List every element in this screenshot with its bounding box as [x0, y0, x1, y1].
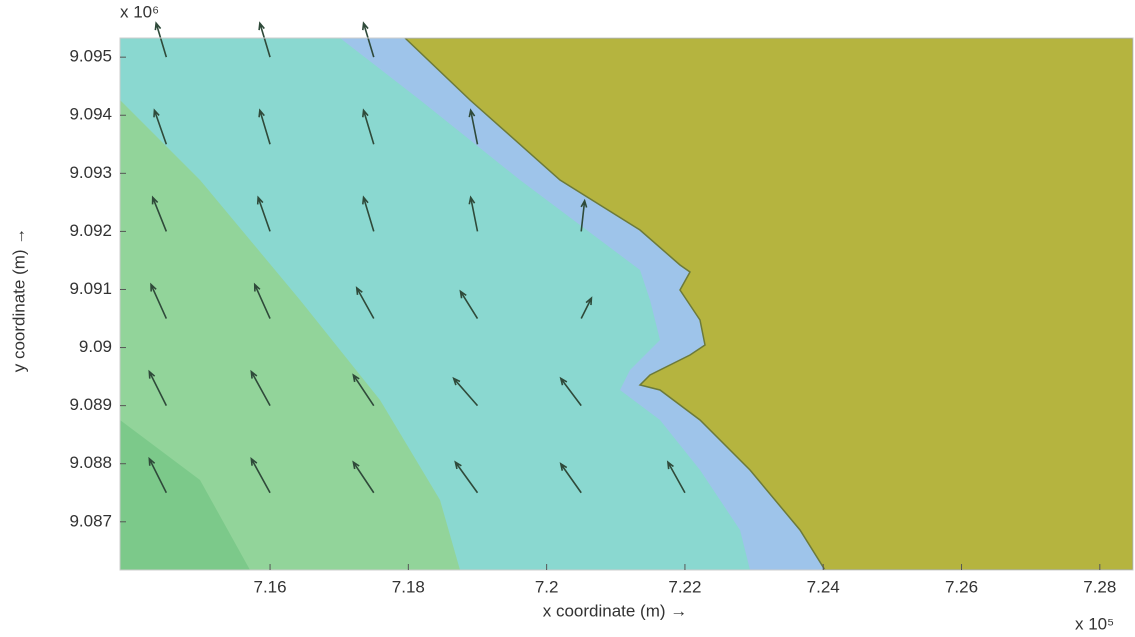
arrow — [153, 108, 168, 145]
land — [403, 38, 1133, 570]
arrow — [154, 21, 168, 58]
x-tick-label: 7.28 — [1083, 577, 1116, 596]
y-tick-label: 9.093 — [69, 163, 112, 182]
y-tick-label: 9.089 — [69, 395, 112, 414]
y-tick-label: 9.092 — [69, 221, 112, 240]
arrow — [250, 369, 271, 407]
y-tick-label: 9.088 — [69, 453, 112, 472]
x-tick-label: 7.18 — [392, 577, 425, 596]
arrow — [559, 376, 582, 407]
x-tick-label: 7.22 — [668, 577, 701, 596]
arrow — [362, 21, 375, 58]
x-tick-label: 7.24 — [807, 577, 840, 596]
y-tick-label: 9.09 — [79, 337, 112, 356]
x-multiplier: x 10⁵ — [1075, 614, 1114, 633]
contour-field — [120, 38, 1133, 570]
y-tick-label: 9.091 — [69, 279, 112, 298]
arrow — [468, 195, 479, 232]
arrow — [355, 286, 375, 319]
arrow — [580, 198, 588, 232]
arrow — [150, 282, 168, 319]
arrow — [258, 21, 271, 58]
arrow — [148, 456, 168, 494]
arrow — [250, 456, 271, 494]
arrow — [253, 282, 271, 319]
arrow — [452, 376, 479, 407]
y-tick-label: 9.087 — [69, 511, 112, 530]
arrow — [666, 460, 686, 494]
shore-band — [120, 420, 250, 570]
arrow — [580, 296, 593, 319]
y-tick-label: 9.095 — [69, 47, 112, 66]
arrow — [352, 373, 375, 407]
arrow — [352, 460, 375, 494]
arrow — [148, 369, 168, 406]
arrow — [468, 108, 479, 145]
shallow-band — [120, 100, 460, 570]
arrow — [256, 195, 271, 232]
arrow — [151, 195, 168, 232]
arrow — [362, 108, 375, 145]
x-tick-label: 7.26 — [945, 577, 978, 596]
x-tick-label: 7.2 — [535, 577, 559, 596]
arrow — [559, 462, 582, 494]
arrow — [362, 195, 375, 232]
y-tick-label: 9.094 — [69, 105, 112, 124]
y-multiplier: x 10⁶ — [120, 2, 159, 21]
arrow — [459, 289, 479, 319]
plot-frame — [119, 37, 1134, 571]
arrow — [258, 108, 271, 145]
x-tick-label: 7.16 — [254, 577, 287, 596]
y-axis-label: y coordinate (m) → — [9, 228, 28, 373]
x-axis-label: x coordinate (m) → — [543, 601, 688, 620]
arrow — [454, 460, 479, 494]
vector-field — [148, 21, 686, 494]
